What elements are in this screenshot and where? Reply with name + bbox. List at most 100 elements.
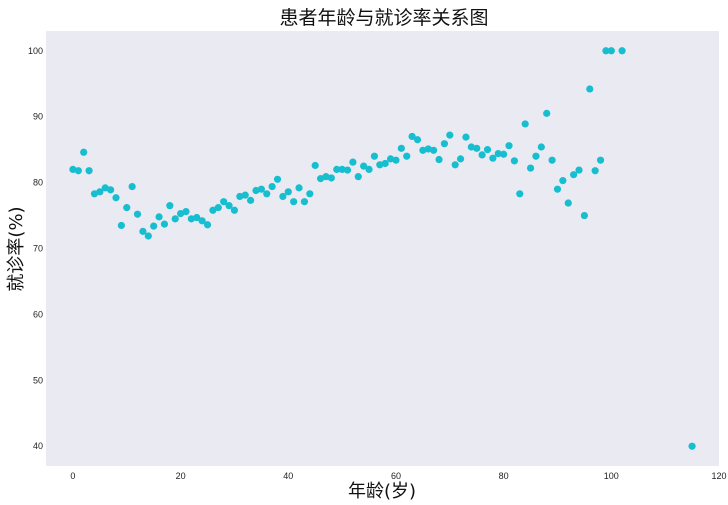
data-point [413, 136, 422, 144]
data-point [360, 162, 368, 170]
data-point [532, 152, 540, 160]
data-point [602, 47, 610, 55]
data-point [144, 232, 152, 240]
data-point [494, 149, 502, 158]
data-point [430, 146, 438, 154]
data-point [225, 202, 233, 210]
data-point [548, 156, 556, 164]
data-point [123, 204, 131, 212]
data-point [580, 211, 589, 220]
data-point [483, 146, 492, 154]
data-point [397, 144, 405, 152]
data-point [209, 206, 217, 214]
data-point [564, 199, 572, 207]
data-point [365, 165, 373, 174]
plot-area [46, 31, 719, 466]
x-axis-label: 年龄(岁) [348, 481, 416, 502]
chart-title: 患者年龄与就诊率关系图 [279, 7, 488, 29]
data-point [553, 185, 562, 193]
data-point [268, 182, 276, 191]
data-point [688, 442, 696, 450]
y-tick-label: 80 [33, 178, 43, 188]
y-tick-label: 60 [33, 309, 43, 319]
data-point [327, 174, 335, 182]
y-tick-label: 70 [33, 244, 43, 254]
data-point [311, 161, 319, 170]
y-tick-label: 90 [33, 112, 43, 122]
data-point [230, 206, 239, 214]
x-tick-label: 100 [604, 471, 619, 481]
data-point [128, 182, 136, 191]
data-point [107, 186, 115, 194]
data-point [559, 177, 567, 185]
data-point [521, 120, 529, 128]
data-point [171, 215, 179, 223]
data-point [133, 210, 142, 218]
data-point [462, 133, 470, 141]
data-point [543, 109, 551, 117]
data-point [343, 166, 352, 174]
data-point [306, 190, 314, 198]
data-point [252, 186, 260, 195]
data-point [376, 161, 384, 169]
data-point [198, 217, 206, 225]
data-points [69, 47, 696, 450]
data-point [354, 173, 362, 181]
y-tick-label: 100 [28, 46, 43, 56]
data-point [403, 152, 411, 160]
data-point [424, 145, 432, 153]
x-tick-label: 0 [70, 471, 75, 481]
data-point [451, 161, 459, 169]
data-point [473, 144, 481, 152]
data-point [263, 190, 271, 198]
data-point [193, 213, 201, 222]
data-point [150, 222, 158, 230]
data-point [166, 202, 174, 210]
data-point [295, 184, 303, 192]
data-point [139, 227, 147, 235]
data-point [607, 47, 615, 55]
data-point [570, 171, 578, 179]
data-point [537, 143, 545, 151]
x-tick-label: 40 [283, 471, 293, 481]
data-point [591, 167, 599, 175]
data-point [349, 158, 357, 166]
data-point [505, 142, 513, 150]
data-point [257, 185, 265, 193]
data-point [85, 167, 93, 175]
data-point [467, 143, 475, 151]
data-point [112, 194, 120, 202]
data-point [381, 159, 389, 168]
data-point [187, 215, 195, 223]
data-point [618, 47, 626, 55]
y-axis-label: 就诊率(%) [6, 206, 27, 291]
data-point [510, 157, 519, 165]
data-point [489, 154, 497, 162]
data-point [478, 151, 486, 159]
data-point [440, 140, 449, 148]
x-tick-label: 20 [176, 471, 186, 481]
data-point [203, 221, 212, 229]
data-point [370, 152, 379, 160]
data-point [419, 146, 427, 154]
data-point [96, 188, 104, 196]
data-point [516, 190, 524, 198]
data-point [586, 85, 594, 93]
data-point [500, 150, 508, 158]
data-point [155, 213, 163, 221]
x-tick-labels: 0 20 40 60 80 100 120 [70, 471, 726, 481]
data-point [322, 173, 330, 181]
data-point [220, 198, 228, 206]
data-point [236, 192, 244, 201]
data-point [456, 155, 465, 163]
data-point [333, 165, 341, 174]
y-tick-label: 40 [33, 441, 43, 451]
data-point [69, 165, 77, 174]
data-point [273, 175, 282, 183]
data-point [246, 196, 255, 204]
data-point [74, 167, 82, 175]
data-point [182, 207, 190, 216]
data-point [214, 204, 222, 212]
data-point [338, 165, 346, 174]
